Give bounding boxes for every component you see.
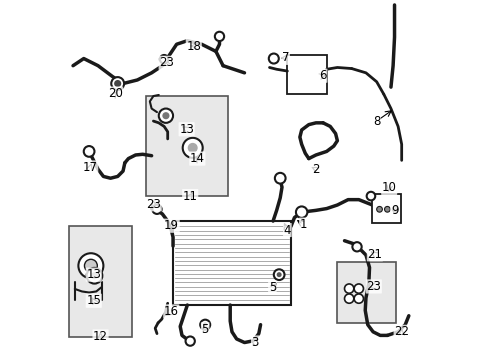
Text: 23: 23 bbox=[366, 280, 381, 293]
Circle shape bbox=[86, 268, 102, 284]
FancyBboxPatch shape bbox=[69, 226, 132, 337]
Circle shape bbox=[111, 77, 124, 90]
Text: 15: 15 bbox=[86, 294, 101, 307]
Text: 20: 20 bbox=[107, 87, 122, 100]
Circle shape bbox=[344, 284, 353, 293]
Circle shape bbox=[160, 55, 168, 64]
Text: 1: 1 bbox=[299, 218, 306, 231]
Text: 7: 7 bbox=[281, 51, 289, 64]
Circle shape bbox=[366, 192, 374, 201]
Circle shape bbox=[78, 253, 103, 278]
Text: 6: 6 bbox=[319, 69, 326, 82]
Circle shape bbox=[376, 206, 382, 212]
Circle shape bbox=[274, 173, 285, 184]
Circle shape bbox=[183, 138, 203, 158]
Circle shape bbox=[352, 242, 361, 251]
Circle shape bbox=[214, 32, 224, 41]
Circle shape bbox=[295, 206, 307, 218]
Bar bbox=[372, 194, 400, 223]
Bar bbox=[173, 221, 290, 305]
Text: 12: 12 bbox=[93, 330, 108, 343]
Circle shape bbox=[353, 284, 363, 293]
Text: 5: 5 bbox=[201, 323, 208, 336]
Text: 23: 23 bbox=[146, 198, 161, 211]
FancyBboxPatch shape bbox=[146, 96, 228, 196]
Circle shape bbox=[200, 320, 210, 330]
Text: 16: 16 bbox=[163, 305, 179, 318]
Circle shape bbox=[91, 272, 98, 279]
Text: 10: 10 bbox=[381, 181, 396, 194]
Text: 22: 22 bbox=[393, 325, 408, 338]
Text: 14: 14 bbox=[189, 152, 204, 165]
Text: 5: 5 bbox=[268, 282, 276, 294]
Text: 19: 19 bbox=[164, 219, 179, 232]
Text: 13: 13 bbox=[86, 268, 101, 281]
Text: 21: 21 bbox=[366, 248, 382, 261]
Text: 23: 23 bbox=[159, 56, 174, 69]
Circle shape bbox=[162, 112, 169, 119]
Circle shape bbox=[83, 146, 94, 157]
Circle shape bbox=[114, 80, 121, 87]
Circle shape bbox=[273, 269, 284, 280]
Text: 17: 17 bbox=[82, 161, 98, 174]
Text: 2: 2 bbox=[311, 163, 319, 176]
Text: 18: 18 bbox=[186, 40, 201, 53]
Circle shape bbox=[391, 206, 397, 212]
Circle shape bbox=[152, 204, 162, 214]
Circle shape bbox=[84, 259, 97, 272]
Circle shape bbox=[276, 272, 281, 277]
Circle shape bbox=[268, 54, 278, 64]
Text: 4: 4 bbox=[283, 224, 290, 237]
Text: 13: 13 bbox=[179, 123, 194, 136]
Bar bbox=[287, 55, 326, 94]
Text: 11: 11 bbox=[183, 190, 197, 203]
Circle shape bbox=[185, 337, 194, 346]
Text: 3: 3 bbox=[251, 336, 258, 349]
Text: 9: 9 bbox=[390, 204, 397, 217]
Circle shape bbox=[187, 143, 197, 153]
FancyBboxPatch shape bbox=[337, 262, 395, 323]
Circle shape bbox=[353, 294, 363, 303]
Text: 8: 8 bbox=[372, 114, 380, 127]
Circle shape bbox=[384, 206, 389, 212]
Circle shape bbox=[159, 109, 173, 123]
Circle shape bbox=[203, 323, 207, 327]
Circle shape bbox=[344, 294, 353, 303]
